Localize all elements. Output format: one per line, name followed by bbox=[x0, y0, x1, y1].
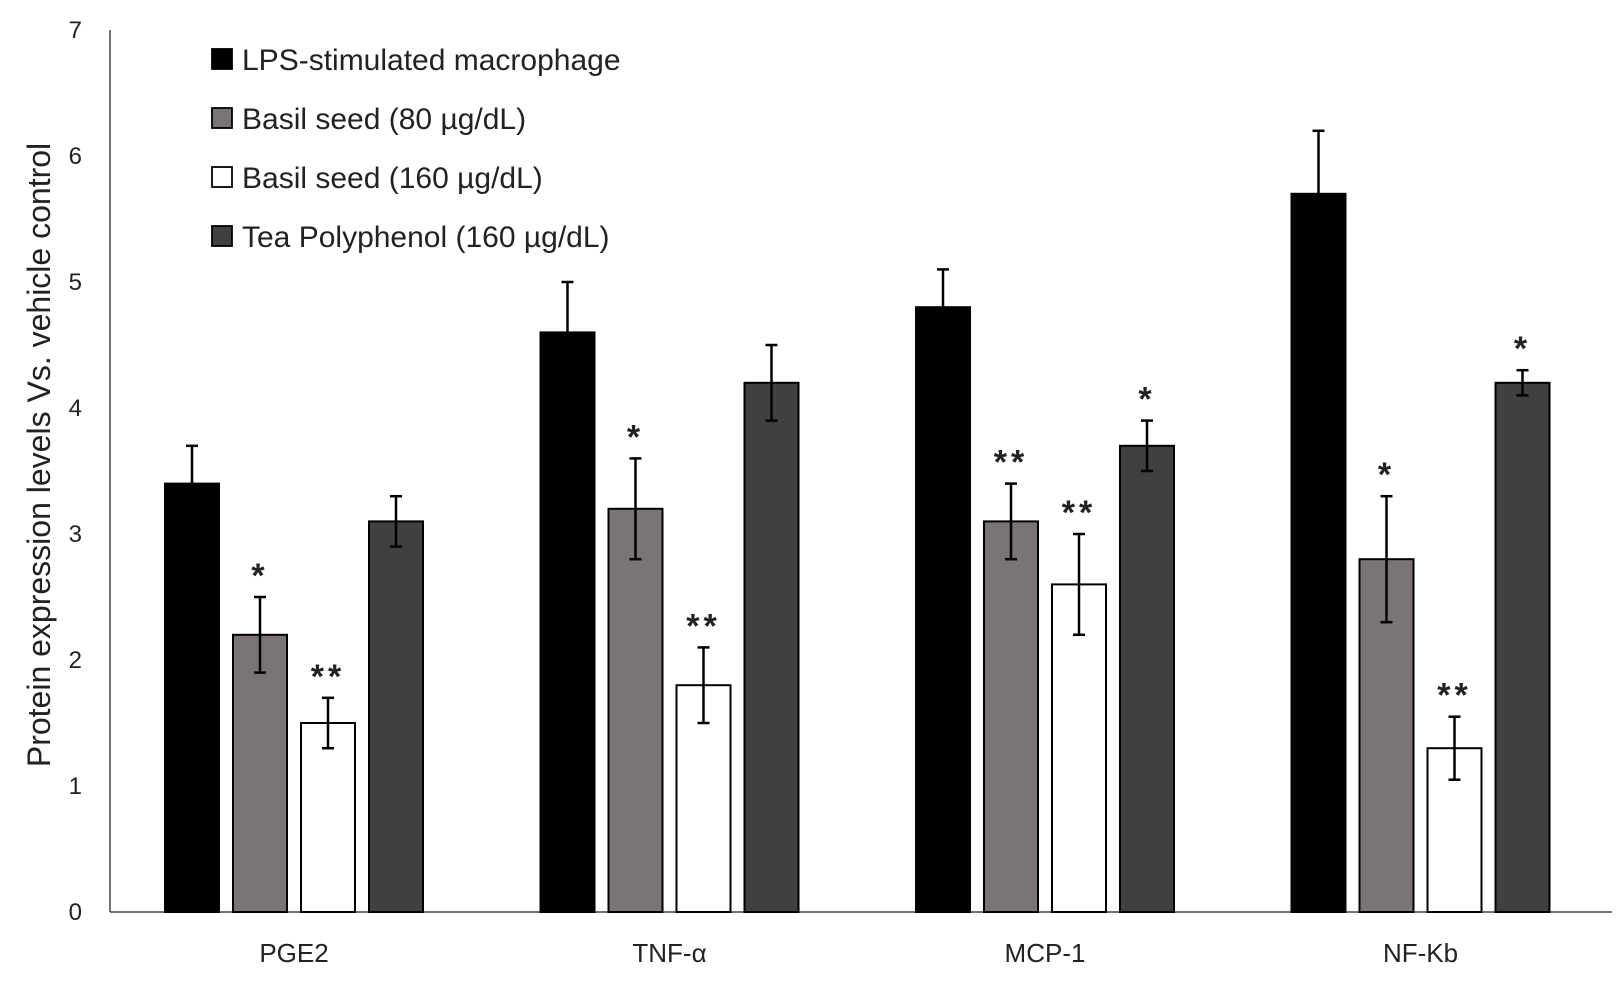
x-tick-label: MCP-1 bbox=[1005, 938, 1086, 968]
x-tick-label: NF-Kb bbox=[1383, 938, 1458, 968]
bar bbox=[1119, 444, 1175, 913]
bar bbox=[983, 520, 1039, 914]
significance-label: * bbox=[627, 418, 644, 456]
axes-group: 0 1 2 3 4 5 6 7 PGE2 TNF-α MCP-1 NF-Kb bbox=[69, 17, 1612, 968]
y-tick-label: 1 bbox=[69, 773, 82, 800]
bar bbox=[1290, 192, 1347, 914]
significance-label: ** bbox=[994, 444, 1028, 482]
y-axis-title: Protein expression levels Vs. vehicle co… bbox=[21, 143, 57, 767]
bar bbox=[232, 633, 288, 913]
bar bbox=[164, 482, 220, 913]
significance-label: ** bbox=[1062, 494, 1096, 532]
y-tick-label: 0 bbox=[69, 899, 82, 926]
legend-swatch bbox=[211, 107, 233, 129]
bar bbox=[1426, 747, 1483, 914]
legend-label: Basil seed (80 µg/dL) bbox=[242, 103, 526, 136]
y-tick-label: 3 bbox=[69, 521, 82, 548]
legend-swatch bbox=[211, 166, 233, 188]
significance-label: * bbox=[251, 557, 268, 595]
y-tick-label: 2 bbox=[69, 647, 82, 674]
legend-label: Tea Polyphenol (160 µg/dL) bbox=[242, 221, 610, 254]
x-tick-label: PGE2 bbox=[259, 938, 328, 968]
bar bbox=[607, 507, 664, 913]
y-tick-label: 7 bbox=[69, 17, 82, 44]
y-tick-label: 6 bbox=[69, 143, 82, 170]
significance-label: ** bbox=[311, 658, 345, 696]
significance-label: * bbox=[1378, 456, 1395, 494]
legend-swatch bbox=[211, 48, 233, 70]
bar bbox=[1051, 583, 1107, 914]
legend: LPS-stimulated macrophage Basil seed (80 … bbox=[211, 44, 621, 254]
legend-label: LPS-stimulated macrophage bbox=[242, 44, 621, 77]
bar bbox=[368, 520, 424, 914]
y-tick-label: 4 bbox=[69, 395, 82, 422]
significance-label: ** bbox=[686, 607, 720, 645]
error-bars-group bbox=[186, 129, 1529, 781]
bar bbox=[915, 306, 971, 913]
legend-swatch bbox=[211, 225, 233, 247]
significance-label: * bbox=[1514, 330, 1531, 368]
x-tick-label: TNF-α bbox=[632, 938, 706, 968]
bar bbox=[1494, 381, 1551, 913]
legend-label: Basil seed (160 µg/dL) bbox=[242, 162, 543, 195]
y-tick-label: 5 bbox=[69, 269, 82, 296]
bars-group bbox=[164, 192, 1551, 914]
bar bbox=[743, 381, 800, 913]
significance-label: ** bbox=[1437, 677, 1471, 715]
significance-label: * bbox=[1138, 381, 1155, 419]
bar bbox=[300, 722, 356, 913]
bar bbox=[539, 331, 596, 913]
significance-group: *************** bbox=[251, 330, 1531, 715]
